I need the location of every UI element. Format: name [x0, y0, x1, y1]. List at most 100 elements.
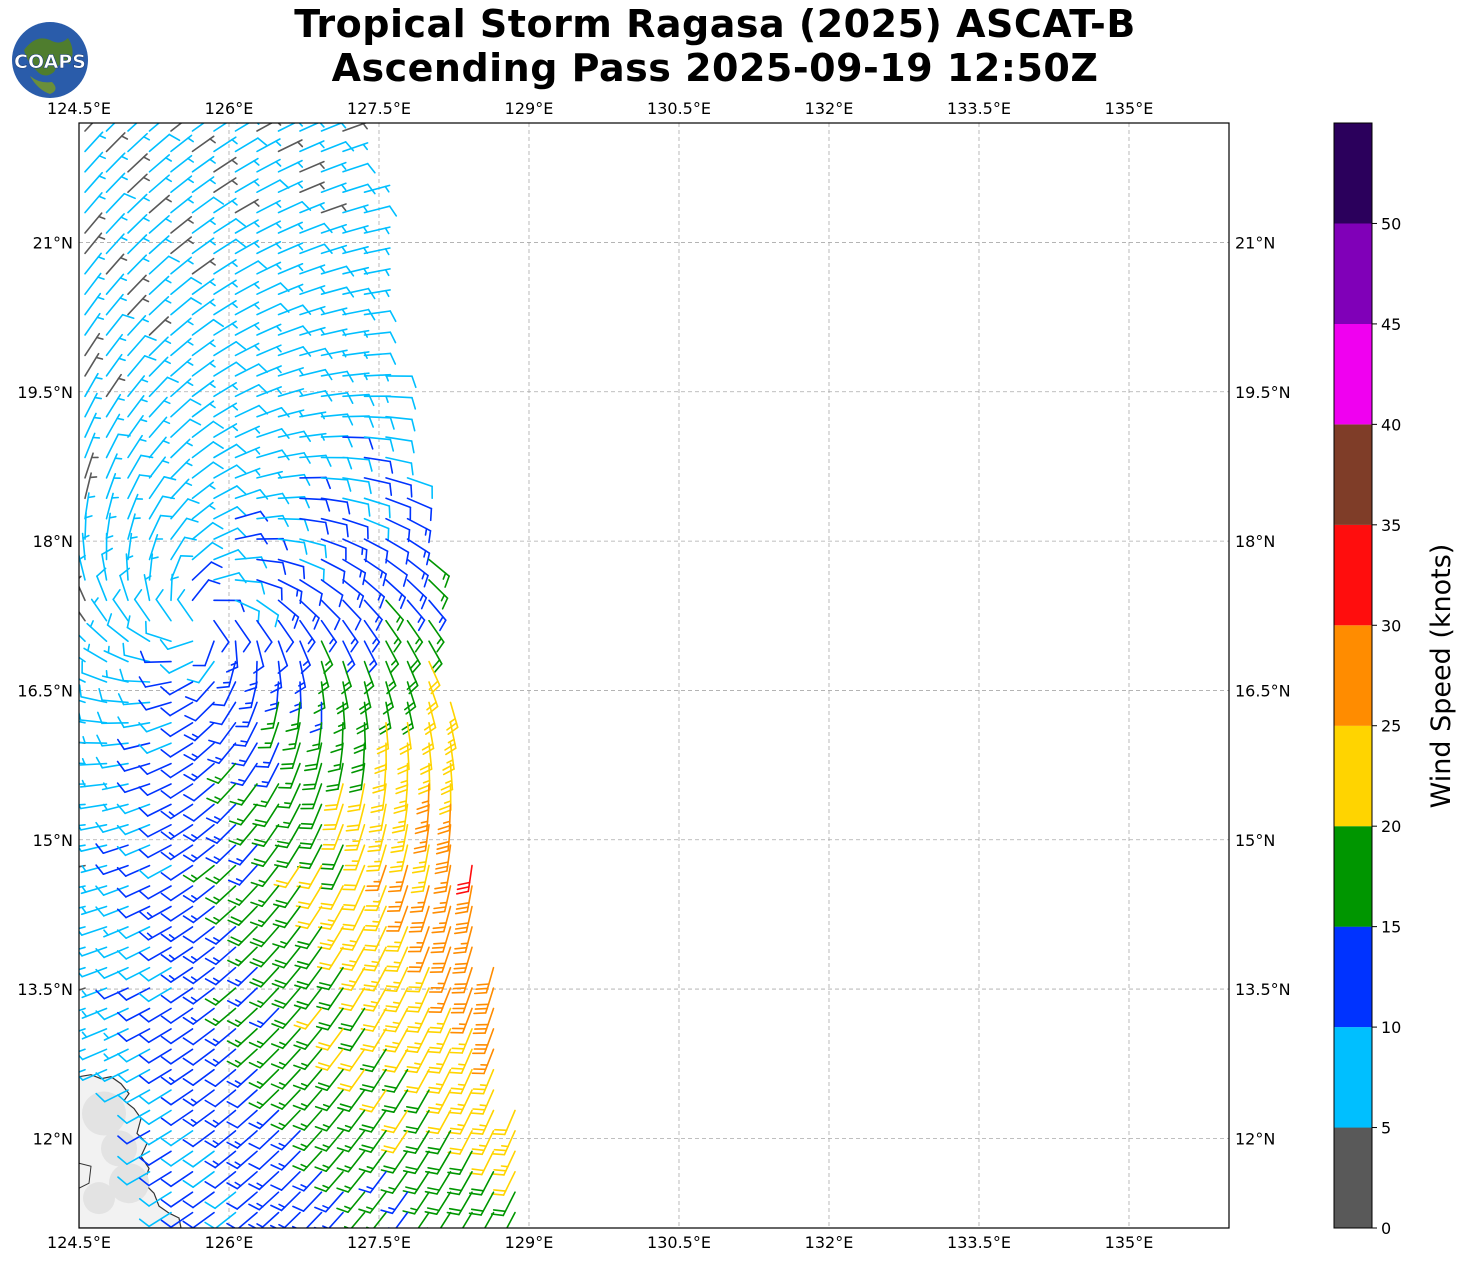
barb-shaft [320, 558, 346, 573]
wind-barb [403, 681, 417, 715]
wind-barb [204, 1109, 237, 1128]
barb-feather [491, 1173, 505, 1176]
barb-shaft [213, 527, 239, 540]
barb-shaft [277, 495, 306, 500]
barb-half-feather [479, 1124, 488, 1127]
wind-barb [424, 1191, 452, 1215]
barb-feather [340, 1063, 354, 1068]
wind-barb [277, 388, 305, 398]
wind-barb [148, 396, 171, 418]
barb-feather [349, 784, 363, 789]
barb-shaft [258, 1150, 280, 1170]
barb-feather [391, 829, 405, 834]
barb-half-feather [213, 876, 221, 882]
wind-barb [204, 1130, 237, 1148]
wind-barb [79, 783, 86, 785]
barb-feather [138, 1095, 150, 1105]
barb-feather [182, 1118, 194, 1127]
wind-barb [213, 527, 247, 540]
barb-shaft [79, 1048, 86, 1053]
wind-barb [278, 762, 301, 789]
wind-barb [254, 762, 280, 788]
wind-barb [343, 844, 366, 871]
wind-barb [205, 803, 237, 824]
wind-barb [386, 905, 409, 932]
barb-feather [117, 716, 125, 729]
barb-feather [381, 1109, 395, 1113]
wind-barb [363, 517, 390, 542]
barb-feather [160, 831, 172, 840]
wind-barb [299, 181, 325, 193]
barb-shaft [385, 517, 411, 531]
barb-feather [212, 318, 224, 328]
barb-half-feather [118, 357, 126, 362]
wind-barb [381, 1109, 409, 1134]
barb-half-feather [231, 159, 238, 165]
barb-feather [182, 1200, 194, 1209]
wind-barb [127, 193, 150, 214]
barb-half-feather [278, 1082, 287, 1087]
barb-feather [227, 899, 240, 906]
barb-feather [368, 829, 382, 833]
barb-shaft [234, 137, 259, 153]
wind-barb [256, 179, 290, 193]
wind-barb [148, 553, 159, 581]
barb-half-feather [81, 906, 87, 914]
wind-barb [191, 217, 216, 234]
wind-barb [182, 1048, 215, 1066]
barb-feather [296, 980, 310, 986]
barb-feather [182, 1057, 194, 1066]
barb-half-feather [253, 324, 260, 331]
barb-half-feather [209, 260, 216, 266]
plot-frame [78, 122, 1230, 1229]
barb-shaft [214, 1171, 237, 1189]
wind-barb [404, 1048, 430, 1074]
barb-feather [319, 942, 333, 947]
barb-feather [449, 1147, 463, 1151]
barb-feather [324, 544, 328, 559]
colorbar-tick-label: 5 [1381, 1119, 1391, 1138]
barb-half-feather [114, 457, 123, 460]
barb-half-feather [212, 1140, 220, 1146]
wind-barb [90, 597, 108, 622]
barb-feather [412, 865, 426, 870]
barb-half-feather [275, 263, 282, 270]
barb-half-feather [457, 1103, 466, 1107]
wind-barb [380, 1191, 409, 1215]
wind-barb [84, 472, 98, 500]
barb-feather [424, 1190, 438, 1195]
wind-barb [116, 803, 151, 815]
wind-barb [148, 436, 170, 459]
barb-feather [184, 714, 197, 722]
wind-barb [208, 721, 237, 745]
barb-half-feather [457, 1124, 466, 1127]
barb-feather [399, 747, 412, 755]
wind-barb [238, 681, 258, 710]
barb-feather [402, 1170, 416, 1175]
barb-shaft [126, 1150, 151, 1165]
wind-barb [160, 721, 194, 738]
barb-half-feather [350, 637, 357, 645]
barb-feather [270, 1123, 283, 1131]
barb-half-feather [186, 360, 194, 366]
barb-feather [228, 839, 242, 846]
wind-barb [84, 412, 102, 438]
barb-shaft [169, 742, 194, 758]
barb-feather [183, 536, 197, 541]
barb-shaft [125, 1068, 151, 1083]
barb-feather [160, 1199, 172, 1208]
barb-half-feather [275, 160, 282, 167]
barb-half-feather [236, 858, 244, 863]
wind-barb [342, 497, 371, 517]
barb-half-feather [186, 259, 194, 265]
wind-barb [320, 497, 351, 515]
barb-half-feather [190, 915, 198, 921]
wind-barb [160, 681, 194, 696]
barb-shaft [102, 844, 129, 855]
wind-barb [138, 1089, 172, 1105]
barb-shaft [213, 506, 238, 520]
barb-shaft [105, 192, 126, 214]
barb-feather [395, 788, 409, 795]
barb-shaft [385, 395, 413, 399]
wind-barb [117, 1171, 151, 1186]
